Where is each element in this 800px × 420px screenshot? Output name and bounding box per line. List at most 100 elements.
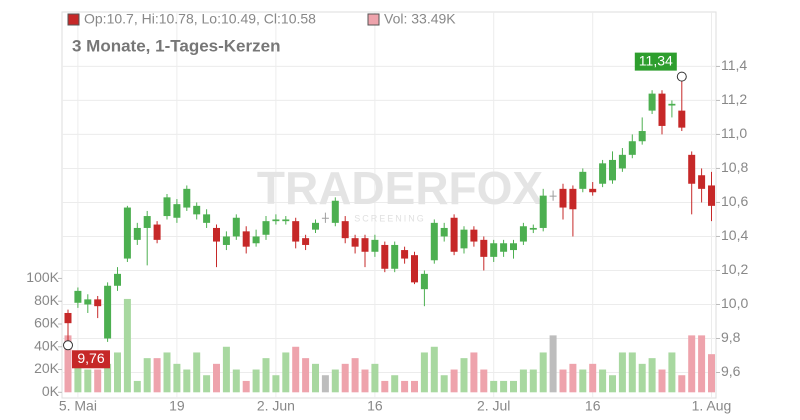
candle-body [282, 219, 290, 222]
legend-ohlc: Op:10.7, Hi:10.78, Lo:10.49, Cl:10.58 [84, 11, 316, 27]
volume-bar [579, 369, 587, 393]
candle-body [519, 226, 527, 242]
volume-bar [510, 380, 517, 393]
candle-body [64, 312, 72, 324]
volume-bar [678, 375, 686, 393]
volume-bar [688, 335, 696, 393]
volume-bar [569, 363, 577, 393]
min-label-box [72, 350, 110, 369]
volume-bar [648, 358, 656, 393]
volume-bar [84, 369, 92, 393]
candle-body [411, 255, 418, 283]
volume-bar [282, 352, 290, 393]
volume-bar [628, 352, 636, 393]
candle-body [252, 236, 260, 244]
candle-body [143, 216, 151, 228]
candle-body [470, 229, 478, 242]
candle-body [292, 221, 300, 242]
volume-bar [618, 352, 626, 393]
x-tick-label: 16 [585, 398, 601, 414]
volume-bar [440, 375, 448, 393]
y-tick-label: 11,4 [721, 57, 747, 73]
volume-bar [430, 346, 438, 393]
candle-body [440, 227, 448, 237]
candle-body [708, 185, 715, 206]
candle-body [242, 231, 250, 247]
y-tick-label: 10,8 [721, 159, 748, 175]
candle-body [638, 131, 646, 142]
max-label-box [634, 52, 677, 71]
candle-body [193, 205, 201, 215]
candle-body [361, 238, 369, 252]
candle-body [510, 243, 517, 251]
candle-body [163, 197, 171, 217]
candle-body [302, 238, 310, 245]
volume-bar [668, 352, 676, 393]
candle-body [84, 299, 92, 305]
candle-body [648, 93, 656, 111]
volume-bar [460, 358, 468, 393]
volume-bar [74, 363, 82, 393]
volume-bar [589, 363, 597, 393]
volume-bar [321, 375, 329, 393]
candle-body [133, 227, 141, 240]
candle-body [262, 221, 270, 235]
volume-bar [123, 298, 131, 393]
y-tick-label: 9,8 [721, 329, 741, 345]
candle-body [371, 239, 379, 252]
candle-body [678, 110, 686, 128]
candle-body [658, 93, 666, 126]
volume-bar [94, 369, 102, 393]
legend-volume: Vol: 33.49K [384, 11, 456, 27]
volume-bar [272, 375, 280, 393]
volume-bar [708, 354, 715, 393]
legend-swatch [67, 13, 80, 26]
y2-tick-label: 0K [42, 383, 60, 399]
candle-body [589, 188, 597, 193]
candle-body [391, 244, 399, 269]
volume-bar [183, 369, 191, 393]
candle-body [549, 195, 557, 197]
plot-layer [62, 12, 716, 398]
y-tick-label: 10,4 [721, 227, 748, 243]
max-label: 11,34 [639, 52, 673, 68]
candle-body [173, 204, 181, 218]
candle-body [321, 217, 329, 219]
candle-body [599, 163, 607, 184]
candle-body [450, 217, 458, 252]
candle-body [312, 222, 319, 230]
volume-bar [193, 352, 201, 393]
volume-bar [331, 369, 339, 393]
volume-bar [381, 380, 389, 393]
volume-bar [292, 346, 300, 393]
candle-body [203, 214, 211, 223]
candle-body [569, 188, 577, 210]
volume-bar [163, 352, 171, 393]
y2-tick-label: 60K [34, 315, 60, 331]
volume-bar [232, 369, 240, 393]
y-tick-label: 10,6 [721, 193, 748, 209]
candle-body [529, 227, 537, 230]
candle-body [272, 219, 280, 222]
volume-bar [262, 358, 270, 393]
volume-bar [173, 363, 181, 393]
x-tick-label: 1. Aug [692, 398, 732, 414]
candle-body [94, 299, 102, 307]
volume-bar [153, 358, 161, 393]
x-tick-label: 19 [169, 398, 185, 414]
volume-bar [539, 352, 547, 393]
volume-bar [450, 369, 458, 393]
candle-body [628, 141, 636, 155]
volume-bar [609, 375, 616, 393]
volume-bar [302, 358, 310, 393]
volume-bar [658, 369, 666, 393]
volume-bar [519, 369, 527, 393]
candle-body [401, 250, 409, 259]
x-tick-label: 2. Jun [257, 398, 295, 414]
candle-body [500, 243, 508, 252]
plot-frame [61, 11, 717, 399]
candle-body [351, 238, 359, 247]
volume-bar [104, 363, 112, 393]
candle-body [668, 103, 676, 106]
volume-bar [698, 335, 706, 393]
